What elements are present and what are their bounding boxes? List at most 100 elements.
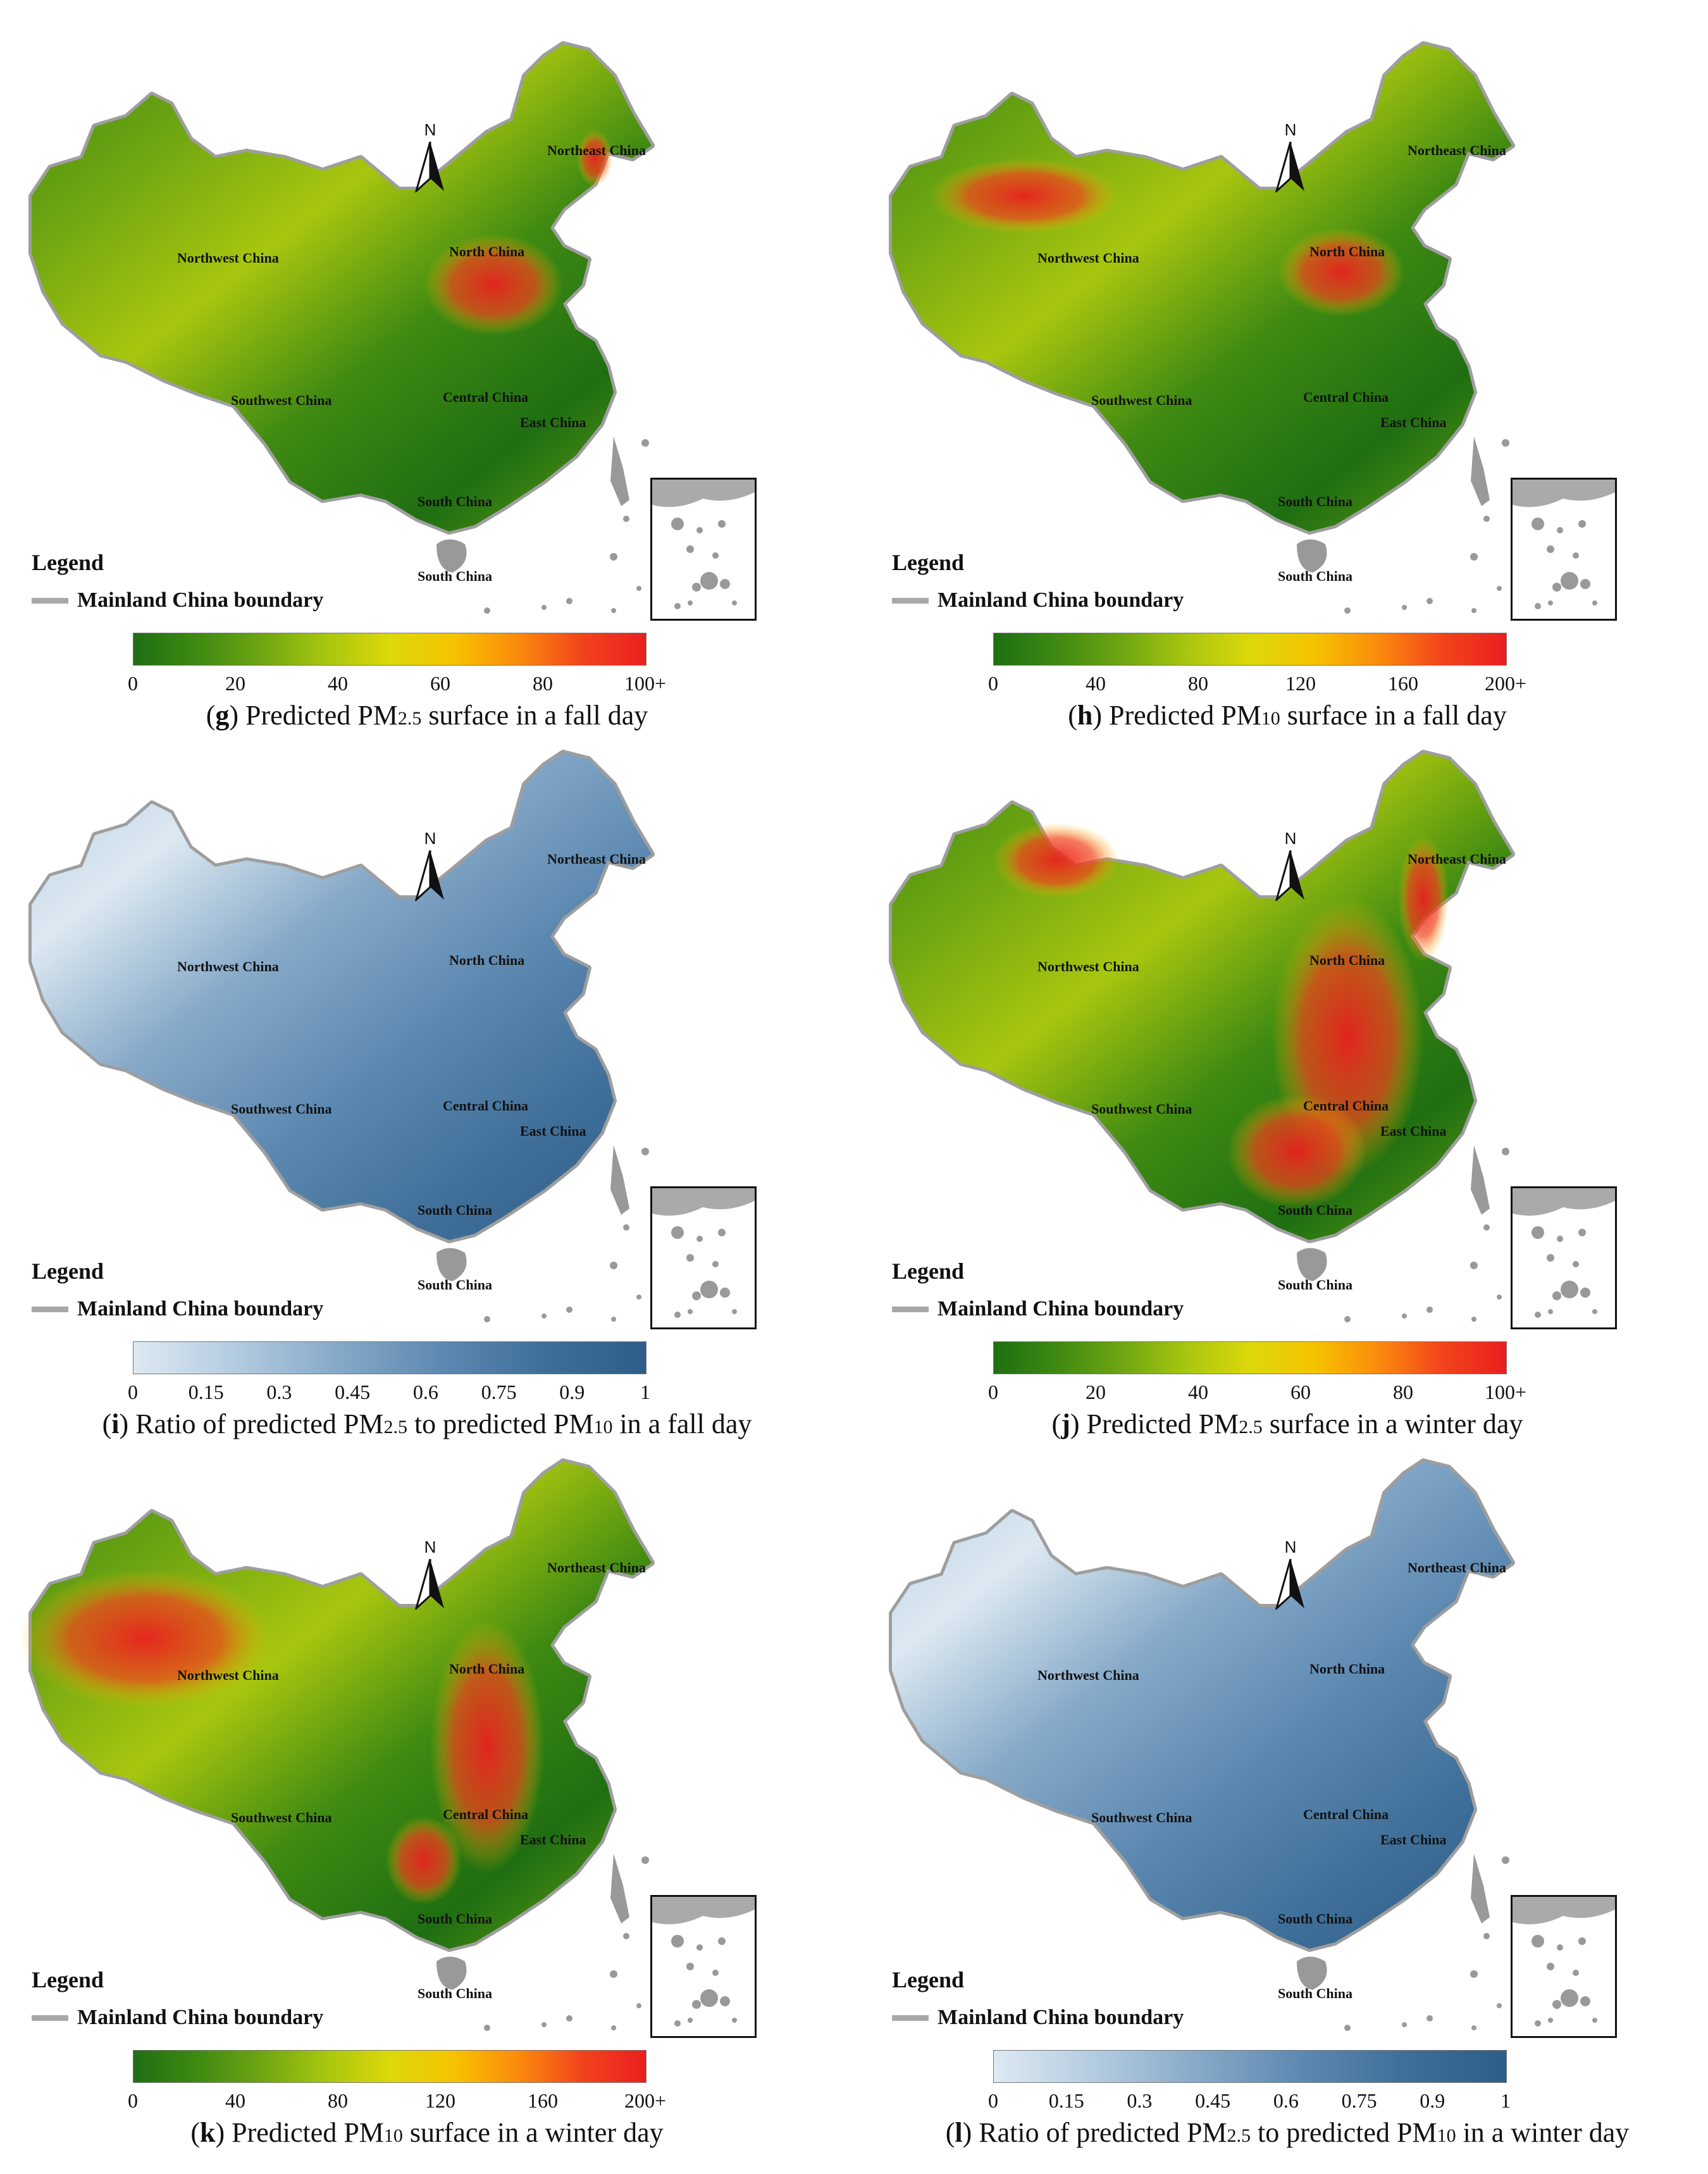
colorbar-tick: 40 — [1086, 672, 1106, 695]
label-northwest-china: Northwest China — [177, 959, 279, 974]
south-china-sea-inset — [1511, 1186, 1617, 1329]
label-south-china-islands: South China — [418, 1277, 493, 1293]
label-central-china: Central China — [1303, 389, 1389, 405]
caption-subscript: 10 — [383, 2125, 403, 2146]
colorbar — [133, 633, 647, 666]
legend-boundary-label: Mainland China boundary — [938, 2006, 1184, 2029]
caption-text-2: surface in a fall day — [421, 700, 648, 731]
label-east-china: East China — [1380, 1832, 1447, 1848]
map-panel-g: N Northeast China North China Northwest … — [6, 0, 848, 721]
label-south-china: South China — [418, 1202, 493, 1218]
colorbar-tick: 1 — [1501, 2089, 1511, 2112]
pollution-hotspot — [424, 234, 563, 335]
hainan-island — [436, 539, 467, 573]
map-panel-k: N Northeast China North China Northwest … — [6, 1417, 848, 2139]
colorbar-tick: 80 — [533, 672, 553, 695]
north-arrow-icon — [1275, 142, 1304, 192]
taiwan-island — [610, 1854, 629, 1923]
colorbar-tick: 40 — [1188, 1381, 1208, 1403]
north-arrow: N — [411, 1537, 449, 1613]
label-southwest-china: Southwest China — [1091, 1101, 1192, 1117]
label-south-china-islands: South China — [1278, 568, 1353, 584]
legend-title: Legend — [32, 1967, 104, 1992]
china-map — [28, 41, 661, 614]
legend-boundary-label: Mainland China boundary — [938, 588, 1184, 612]
north-label: N — [424, 829, 436, 848]
china-map — [28, 750, 661, 1322]
colorbar-tick: 0 — [128, 2089, 138, 2112]
hainan-island — [1297, 539, 1327, 573]
caption-letter: h — [1077, 700, 1093, 731]
boundary-swatch — [32, 1306, 68, 1312]
colorbar-ticks: 0 40 80 120 160 200+ — [988, 672, 1526, 697]
legend-title: Legend — [892, 1258, 965, 1284]
south-china-sea-inset — [1511, 1895, 1617, 2038]
label-northeast-china: Northeast China — [1408, 851, 1506, 867]
south-china-sea-inset — [650, 478, 757, 621]
label-southwest-china: Southwest China — [1091, 1810, 1192, 1825]
colorbar-tick: 0 — [988, 2089, 998, 2112]
boundary-swatch — [892, 1306, 929, 1312]
colorbar-tick: 0 — [128, 672, 138, 695]
caption-letter: g — [215, 700, 230, 731]
colorbar-tick: 0.75 — [481, 1381, 517, 1403]
label-northeast-china: Northeast China — [547, 142, 646, 158]
caption-subscript: 2.5 — [1239, 1417, 1263, 1438]
caption-subscript-2: 10 — [1437, 2125, 1456, 2146]
caption-subscript-2: 10 — [593, 1417, 613, 1438]
colorbar-tick: 100+ — [624, 672, 667, 695]
colorbar-tick: 20 — [225, 672, 245, 695]
inset-map — [652, 1188, 755, 1318]
colorbar-tick: 1 — [640, 1381, 650, 1403]
china-map — [19, 1458, 661, 2031]
label-north-china: North China — [449, 1661, 525, 1677]
colorbar — [133, 2050, 647, 2083]
caption-i: (i) Ratio of predicted PM2.5 to predicte… — [102, 1408, 752, 1439]
caption-text-2: surface in a winter day — [402, 2117, 664, 2148]
north-arrow: N — [411, 829, 449, 905]
north-arrow-icon — [415, 850, 444, 901]
pollution-hotspot — [1227, 1095, 1366, 1208]
legend-boundary-label: Mainland China boundary — [77, 2006, 324, 2029]
caption-text: ) Predicted PM — [215, 2117, 384, 2148]
caption-subscript: 2.5 — [397, 708, 422, 729]
colorbar-tick: 120 — [425, 2089, 455, 2112]
caption-text: ) Ratio of predicted PM — [119, 1408, 384, 1439]
north-arrow-icon — [1275, 850, 1304, 901]
caption-tail: in a fall day — [612, 1408, 752, 1439]
colorbar-tick: 40 — [328, 672, 348, 695]
colorbar-tick: 80 — [1393, 1381, 1413, 1403]
taiwan-island — [610, 437, 629, 506]
label-northeast-china: Northeast China — [1408, 1560, 1506, 1575]
label-north-china: North China — [1309, 952, 1385, 968]
colorbar-tick: 0.3 — [266, 1381, 292, 1403]
hainan-island — [1297, 1248, 1327, 1281]
hainan-island — [436, 1956, 467, 1990]
caption-letter: j — [1061, 1408, 1070, 1439]
label-northwest-china: Northwest China — [177, 250, 279, 266]
label-south-china: South China — [1278, 494, 1353, 509]
inset-map — [1513, 1897, 1615, 2027]
colorbar-ticks: 0 20 40 60 80 100+ — [988, 1381, 1526, 1406]
label-southwest-china: Southwest China — [231, 1810, 332, 1825]
colorbar-tick: 60 — [1290, 1381, 1311, 1403]
colorbar-tick: 40 — [225, 2089, 245, 2112]
inset-map — [652, 1897, 755, 2027]
label-north-china: North China — [449, 244, 525, 259]
legend-title: Legend — [892, 550, 965, 575]
label-northeast-china: Northeast China — [1408, 142, 1506, 158]
colorbar-tick: 80 — [328, 2089, 348, 2112]
taiwan-island — [1471, 1145, 1490, 1215]
colorbar-tick: 120 — [1285, 672, 1316, 695]
colorbar-tick: 200+ — [624, 2089, 667, 2112]
label-north-china: North China — [1309, 1661, 1385, 1677]
legend-boundary-label: Mainland China boundary — [77, 588, 324, 612]
label-southwest-china: Southwest China — [1091, 392, 1192, 408]
label-south-china: South China — [418, 494, 493, 509]
legend-boundary-row: Mainland China boundary — [892, 588, 1184, 612]
pollution-hotspot — [1278, 228, 1404, 316]
caption-text: ) Predicted PM — [1070, 1408, 1239, 1439]
colorbar-tick: 160 — [1388, 672, 1418, 695]
label-south-china-islands: South China — [1278, 1985, 1353, 2001]
caption-g: (g) Predicted PM2.5 surface in a fall da… — [206, 700, 648, 731]
